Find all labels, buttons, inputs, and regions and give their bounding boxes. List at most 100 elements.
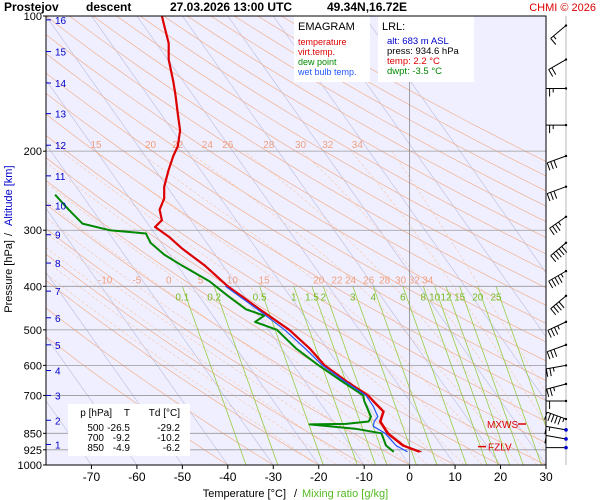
pressure-tick-label: 850: [24, 428, 42, 440]
dry-adiabat-line: [116, 16, 546, 271]
wind-barb: [545, 87, 568, 97]
moist-adiabat-line: [187, 150, 519, 465]
moist-adiabat-label: 15: [259, 275, 271, 286]
mixing-ratio-axis-label: Mixing ratio [g/kg]: [302, 488, 388, 500]
wind-barb: [545, 123, 568, 134]
axes: 1002003004005006007008509251000123456789…: [3, 11, 553, 500]
diagonal-guide-line: [318, 16, 546, 338]
wind-barb-flag: [558, 248, 565, 256]
pressure-tick-label: 700: [24, 390, 42, 402]
altitude-tick-label: 1: [55, 440, 61, 451]
wind-barb-flag: [554, 415, 558, 424]
wind-barb-shaft: [546, 364, 567, 370]
wind-barb: [546, 154, 568, 171]
wind-barb-flag: [550, 38, 557, 45]
wind-barb-shaft: [550, 295, 567, 310]
table-cell: -29.2: [157, 423, 180, 434]
moist-adiabat-label: -10: [98, 275, 113, 286]
diagonal-guide-line: [46, 207, 229, 465]
wind-barb-flag: [546, 351, 551, 360]
wind-barb-shaft: [546, 425, 567, 431]
wind-barb-shaft: [546, 383, 567, 390]
lrl-temperature: temp: 2.2 °C: [387, 56, 440, 67]
lrl-background: [378, 16, 474, 82]
wind-barb-flag: [553, 327, 559, 335]
moist-adiabat-label: 24: [345, 275, 357, 286]
table-header-cell: p [hPa]: [80, 408, 112, 419]
wind-barb: [545, 364, 568, 377]
wind-barb: [549, 215, 568, 236]
plot-lines: 15 20 22 24 26 28 30 32 34-10 -5 0 5 10 15 20 22 24 26 28 3…: [46, 16, 546, 465]
wind-barb-flag: [550, 328, 555, 337]
table-cell: 850: [87, 443, 104, 454]
moist-adiabat-label: 32: [409, 275, 421, 286]
moist-adiabat-label: 28: [263, 140, 275, 151]
wind-barb-half-flag: [557, 325, 560, 330]
mixing-ratio-line: [477, 286, 542, 465]
legend-background: [294, 16, 370, 82]
diagonal-guide-line: [46, 272, 183, 465]
wind-barb-shaft: [547, 155, 567, 164]
wind-barb-flag: [549, 227, 555, 236]
wind-barb: [545, 446, 568, 452]
wind-barb: [544, 434, 568, 444]
moist-adiabat-label: 32: [322, 140, 334, 151]
axis-label-separator: /: [3, 232, 15, 236]
moist-adiabat-label: 26: [222, 140, 234, 151]
mixing-ratio-line: [213, 286, 279, 465]
wind-barb-base: [564, 399, 568, 403]
wind-barb-shaft: [550, 25, 567, 39]
x-tick-label: -70: [83, 470, 101, 484]
mixing-ratio-label: 1.5: [305, 292, 319, 303]
legend-item-label: temperature: [298, 37, 347, 47]
mixing-ratio-line: [459, 286, 524, 465]
wind-barb-flag: [551, 279, 557, 287]
mixing-ratio-label: 3: [350, 292, 356, 303]
wind-barb-half-flag: [558, 221, 562, 226]
mixing-ratio-label: 4: [370, 292, 376, 303]
dry-adiabat-line: [46, 92, 546, 401]
wind-barb: [550, 24, 568, 45]
chart-title-datetime: 27.03.2026 13:00 UTC: [170, 0, 292, 14]
wind-barb-base: [564, 154, 568, 158]
wind-barb-flag: [544, 435, 547, 444]
x-axis-label: Temperature [°C]: [203, 488, 286, 500]
wind-barb: [546, 382, 568, 398]
x-tick-label: -10: [356, 470, 374, 484]
altitude-tick-label: 6: [55, 314, 61, 325]
altitude-tick-label: 10: [55, 201, 67, 212]
chart-title-phase: descent: [86, 0, 131, 14]
pressure-tick-label: 300: [24, 225, 42, 237]
wind-barb-flag: [550, 414, 555, 423]
mixing-ratio-line: [372, 286, 438, 465]
wind-barb-flag: [550, 192, 554, 201]
diagonal-guide-line: [363, 16, 546, 274]
dry-adiabat-line: [46, 53, 546, 362]
wind-barb-flag: [549, 368, 552, 377]
x-tick-label: -30: [265, 470, 283, 484]
surface-values-table: p [hPa] T Td [°C] 500 -26.5 -29.2 700 -9.2 -10.2…: [68, 404, 190, 456]
x-tick-label: -40: [219, 470, 237, 484]
moist-adiabat-label: 5: [198, 275, 204, 286]
wind-barb-flag: [546, 389, 550, 398]
table-cell: -26.5: [107, 423, 130, 434]
wind-barb-base: [564, 87, 568, 90]
altitude-tick-label: 3: [55, 391, 61, 402]
mixing-ratio-label: 8: [420, 292, 426, 303]
wind-barb-flag: [553, 306, 559, 313]
wind-barb-base: [564, 24, 568, 27]
moist-adiabat-label: 22: [331, 275, 343, 286]
wind-barb-flag: [553, 160, 558, 169]
wind-barb-half-flag: [548, 426, 551, 432]
wind-barb-base: [564, 241, 568, 245]
altitude-tick-label: 11: [55, 172, 66, 183]
series-line-1: [154, 16, 422, 453]
wind-barb-base: [564, 269, 568, 273]
wind-barb-half-flag: [553, 387, 556, 392]
wind-barb-flag: [548, 69, 554, 77]
moist-adiabat-label: 20: [313, 275, 325, 286]
wind-barb-shaft: [547, 344, 567, 353]
wind-barb: [544, 425, 568, 435]
